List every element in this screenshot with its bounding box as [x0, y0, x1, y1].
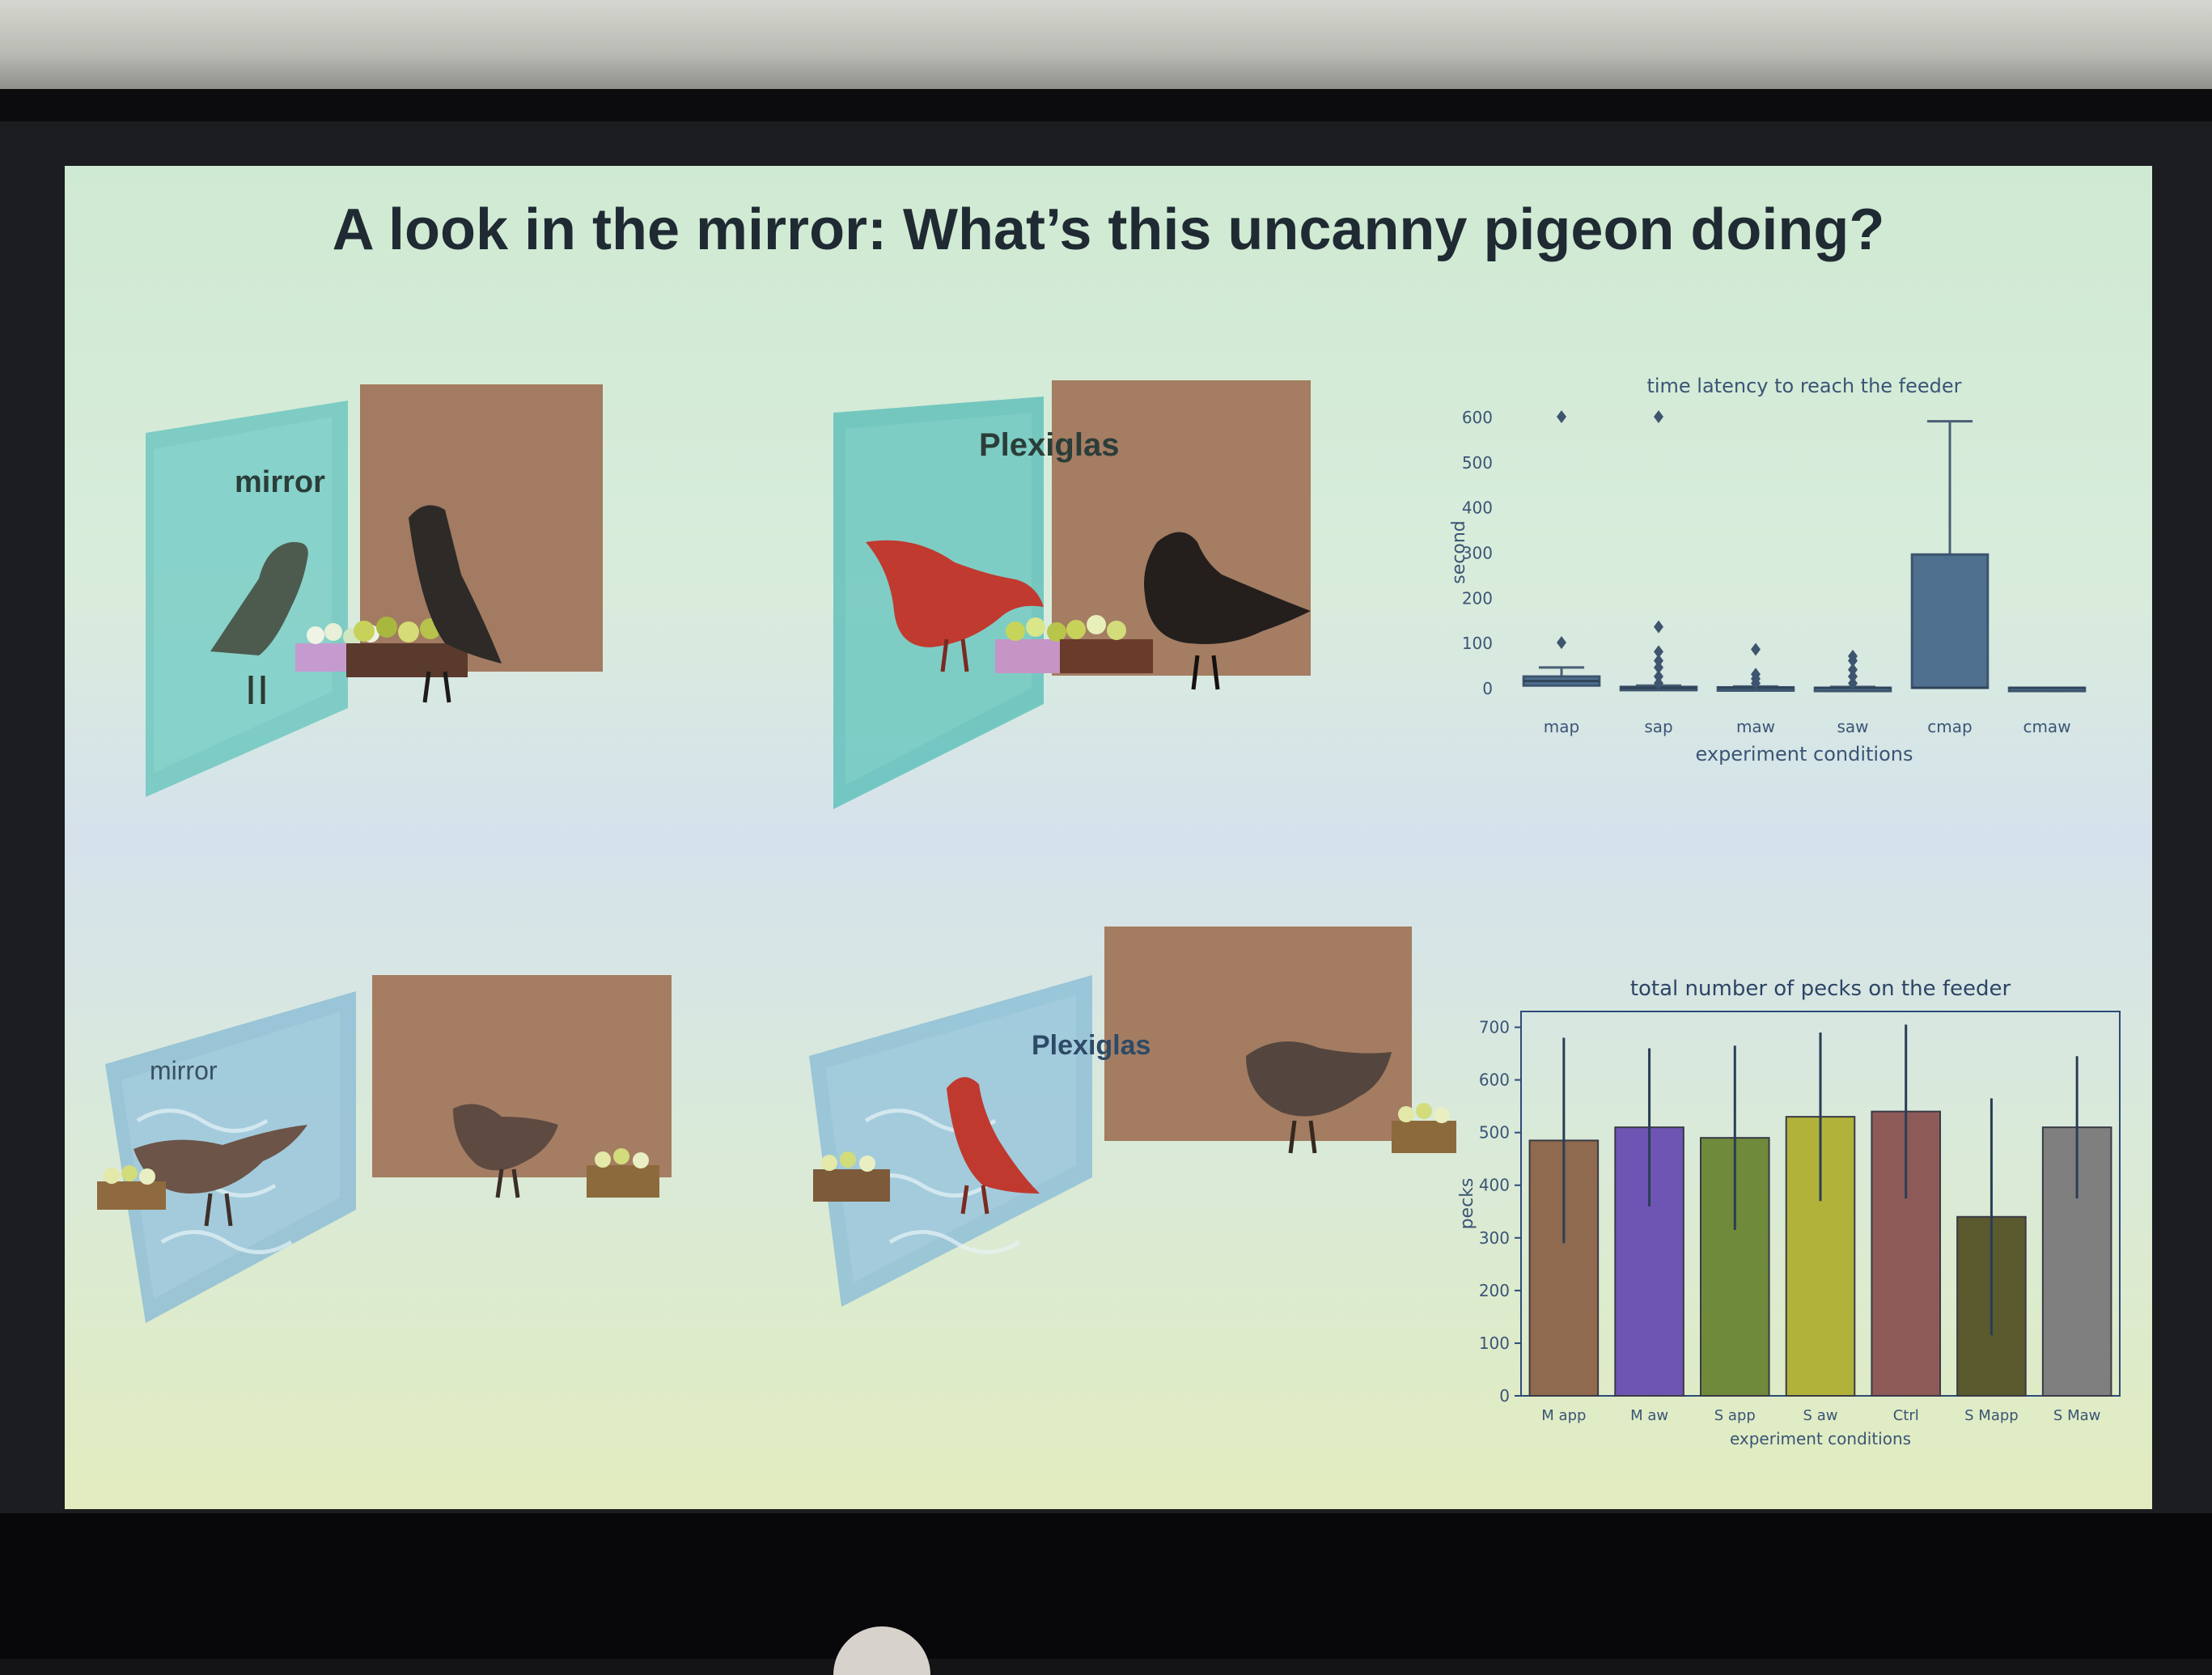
- slide: A look in the mirror: What’s this uncann…: [65, 166, 2152, 1509]
- y-axis-label: pecks: [1457, 1178, 1477, 1230]
- y-tick-label: 500: [1479, 1123, 1510, 1143]
- y-tick-label: 100: [1479, 1334, 1510, 1353]
- box-outlier-sap: [1654, 410, 1663, 423]
- box-outlier-saw: [1848, 670, 1858, 684]
- x-tick-label: cmap: [1927, 717, 1972, 736]
- y-tick-label: 300: [1462, 544, 1493, 563]
- box-outlier-sap: [1654, 620, 1663, 634]
- box-outlier-sap: [1654, 645, 1663, 659]
- box-outlier-saw: [1848, 676, 1858, 690]
- box-outlier-sap: [1654, 670, 1663, 684]
- box-outlier-sap: [1654, 660, 1663, 674]
- x-tick-label: maw: [1736, 717, 1775, 736]
- y-tick-label: 200: [1479, 1281, 1510, 1300]
- scene-label: mirror: [235, 465, 325, 499]
- x-axis-label: experiment conditions: [1696, 743, 1913, 765]
- box-cmap: [1910, 553, 1990, 689]
- chart-title: time latency to reach the feeder: [1646, 375, 1961, 397]
- y-tick-label: 100: [1462, 634, 1493, 653]
- x-tick-label: S Mapp: [1964, 1407, 2019, 1424]
- scene-label: Plexiglas: [979, 427, 1120, 463]
- pecks-barchart: total number of pecks on the feeder 0 100 2…: [1440, 963, 2136, 1465]
- x-tick-label: S aw: [1803, 1407, 1838, 1424]
- x-tick-label: M app: [1541, 1407, 1586, 1424]
- x-tick-label: S Maw: [2053, 1407, 2100, 1424]
- bar-0: [1528, 1139, 1600, 1397]
- box-outlier-sap: [1654, 654, 1663, 668]
- x-tick-label: map: [1544, 717, 1579, 736]
- box-outlier-saw: [1848, 649, 1858, 663]
- slide-title: A look in the mirror: What’s this uncann…: [332, 197, 1885, 262]
- box-outlier-map: [1557, 410, 1566, 423]
- scene-mirror-bottom: mirror: [89, 975, 785, 1347]
- y-tick-label: 400: [1462, 498, 1493, 518]
- y-tick-label: 0: [1482, 679, 1493, 698]
- box-outlier-maw: [1751, 642, 1761, 656]
- y-tick-label: 200: [1462, 588, 1493, 608]
- x-tick-label: M aw: [1630, 1407, 1668, 1424]
- y-tick-label: 700: [1479, 1018, 1510, 1037]
- box-outlier-map: [1557, 636, 1566, 650]
- scene-label: mirror: [150, 1056, 218, 1085]
- y-tick-label: 400: [1479, 1176, 1510, 1195]
- ceiling: [0, 0, 2212, 89]
- scene-plexiglas-bottom: Plexiglas: [793, 927, 1489, 1315]
- y-tick-label: 600: [1479, 1071, 1510, 1090]
- box-outlier-maw: [1751, 668, 1761, 681]
- x-tick-label: Ctrl: [1893, 1407, 1919, 1424]
- y-tick-label: 300: [1479, 1228, 1510, 1248]
- scene-label: Plexiglas: [1032, 1030, 1151, 1061]
- x-tick-label: saw: [1837, 717, 1868, 736]
- scene-mirror-top: mirror: [129, 384, 744, 821]
- y-tick-label: 500: [1462, 453, 1493, 473]
- y-axis-label: second: [1449, 520, 1469, 583]
- box-outlier-sap: [1654, 676, 1663, 690]
- x-tick-label: sap: [1644, 717, 1672, 736]
- scene-plexiglas-top: Plexiglas: [817, 380, 1432, 817]
- latency-boxplot: time latency to reach the feeder 0 100 200 3…: [1440, 368, 2104, 765]
- x-axis-label: experiment conditions: [1730, 1429, 1911, 1448]
- floor-shadow: [0, 1513, 2212, 1659]
- box-outlier-saw: [1848, 663, 1858, 676]
- x-tick-label: S app: [1714, 1407, 1756, 1424]
- y-tick-label: 0: [1499, 1386, 1510, 1406]
- x-tick-label: cmaw: [2023, 717, 2070, 736]
- chart-title: total number of pecks on the feeder: [1630, 977, 2011, 1001]
- y-tick-label: 600: [1462, 408, 1493, 427]
